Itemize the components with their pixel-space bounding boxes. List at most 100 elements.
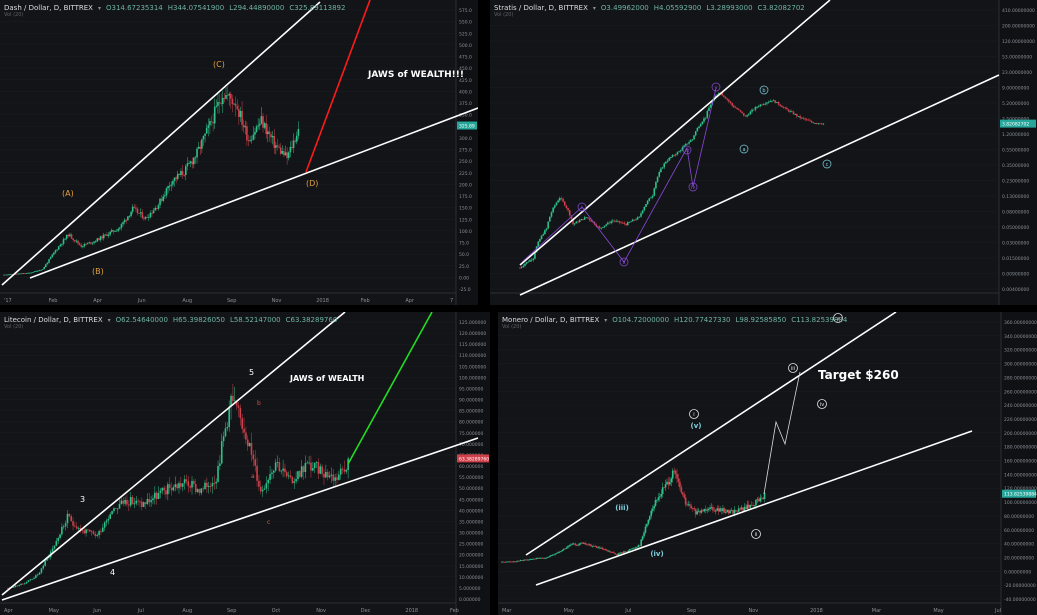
- dash-y-tick-label: 200.0: [459, 182, 472, 188]
- monero-y-tick-label: 220.00000000: [1004, 417, 1037, 423]
- dash-candle: [267, 131, 269, 135]
- monero-candle: [618, 553, 621, 555]
- litecoin-candle: [70, 516, 72, 522]
- chevron-down-icon[interactable]: ▾: [107, 316, 111, 324]
- monero-candle: [733, 509, 736, 514]
- litecoin-candle: [204, 482, 206, 490]
- litecoin-candle: [163, 487, 165, 491]
- monero-candle: [696, 511, 698, 515]
- dash-candle: [289, 146, 292, 153]
- dash-candle: [183, 174, 185, 176]
- dash-candle: [170, 184, 173, 186]
- monero-candle: [535, 558, 538, 560]
- litecoin-jaws-annotation: JAWS of WEALTH: [290, 374, 365, 383]
- litecoin-candle: [302, 466, 305, 473]
- stratis-candle: [738, 109, 740, 111]
- chevron-down-icon[interactable]: ▾: [604, 316, 608, 324]
- stratis-candle: [698, 126, 700, 129]
- dash-candle: [128, 215, 131, 217]
- stratis-candle: [638, 216, 641, 218]
- monero-candle: [605, 549, 608, 551]
- litecoin-candle: [278, 462, 281, 472]
- dash-candle: [233, 103, 235, 105]
- litecoin-candle: [239, 407, 242, 419]
- stratis-candle: [675, 154, 677, 156]
- dash-candle: [112, 230, 115, 232]
- litecoin-chart-panel[interactable]: 125.000000 120.000000 115.000000 110.000000…: [0, 312, 490, 615]
- monero-candle: [624, 551, 627, 553]
- monero-candle: [631, 548, 634, 550]
- dash-candle: [33, 271, 36, 273]
- stratis-candle: [550, 212, 553, 217]
- monero-candle: [537, 558, 539, 559]
- dash-candle: [6, 274, 9, 276]
- monero-candle: [647, 519, 650, 525]
- chevron-down-icon[interactable]: ▾: [97, 4, 101, 12]
- monero-wave-label: (v): [691, 422, 702, 430]
- stratis-y-tick-label: 9.00000000: [1002, 86, 1029, 92]
- monero-y-tick-label: 140.00000000: [1004, 472, 1037, 478]
- litecoin-x-tick-label: Oct: [272, 608, 281, 614]
- monero-candle: [529, 559, 532, 560]
- dash-y-tick-label: -25.0: [459, 287, 471, 293]
- dash-y-tick-label: 175.0: [459, 194, 472, 200]
- dash-candle: [93, 241, 95, 243]
- dash-y-tick-label: 550.0: [459, 20, 472, 26]
- litecoin-candle: [90, 531, 93, 533]
- litecoin-candle: [148, 498, 151, 503]
- dash-chart-panel[interactable]: 575.0 550.0 525.0 500.0 475.0 450.0 425.0 400.0…: [0, 0, 478, 305]
- litecoin-candle: [105, 520, 108, 523]
- dash-candle: [86, 243, 89, 245]
- dash-candle: [193, 157, 195, 165]
- monero-wave-label: iv: [820, 402, 824, 408]
- monero-y-tick-label: -20.00000000: [1004, 583, 1036, 589]
- monero-candle: [703, 508, 706, 512]
- litecoin-candle: [224, 428, 227, 437]
- monero-chart-panel[interactable]: 360.00000000 340.00000000 320.00000000 300.…: [498, 312, 1037, 615]
- litecoin-candle: [213, 483, 216, 484]
- stratis-candle: [524, 263, 526, 266]
- litecoin-candle: [256, 465, 258, 481]
- dash-candle: [262, 116, 264, 128]
- monero-x-tick-label: Mar: [872, 608, 882, 614]
- litecoin-candle: [150, 500, 152, 503]
- litecoin-candle: [154, 492, 156, 499]
- stratis-candle: [555, 202, 558, 206]
- dash-candle: [217, 101, 219, 106]
- dash-candle: [143, 218, 145, 219]
- litecoin-candle: [31, 578, 33, 580]
- dash-y-tick-label: 425.0: [459, 78, 472, 84]
- monero-candle: [615, 554, 618, 556]
- litecoin-candle: [345, 469, 348, 472]
- chevron-down-icon[interactable]: ▾: [592, 4, 596, 12]
- dash-candle: [119, 227, 121, 229]
- monero-candle: [648, 516, 651, 520]
- monero-candle: [657, 497, 660, 500]
- stratis-candle: [540, 235, 543, 240]
- monero-candle: [630, 548, 632, 550]
- litecoin-candle: [271, 472, 273, 475]
- monero-candle: [753, 505, 756, 507]
- stratis-chart-panel[interactable]: 410.00000000 200.00000000 120.00000000 53.0…: [490, 0, 1037, 305]
- monero-candle: [532, 558, 535, 560]
- stratis-candle: [519, 267, 521, 269]
- dash-candle: [88, 242, 91, 244]
- litecoin-candle: [87, 529, 89, 531]
- litecoin-candle: [313, 462, 316, 469]
- dash-candle: [32, 272, 34, 273]
- dash-x-tick-label: 7: [450, 298, 453, 304]
- stratis-candle: [678, 151, 680, 153]
- stratis-wave-marker: [682, 145, 692, 155]
- stratis-candle: [577, 221, 579, 223]
- dash-candle: [175, 177, 177, 179]
- monero-candle: [722, 508, 724, 512]
- stratis-candle: [665, 161, 667, 164]
- litecoin-candle: [174, 484, 177, 488]
- dash-price-label: 325.89: [459, 124, 475, 130]
- litecoin-candle: [133, 503, 136, 505]
- stratis-candle: [630, 221, 632, 223]
- stratis-candle: [658, 172, 661, 177]
- monero-candle: [565, 547, 568, 549]
- litecoin-candle: [293, 481, 296, 483]
- monero-candle: [726, 509, 729, 513]
